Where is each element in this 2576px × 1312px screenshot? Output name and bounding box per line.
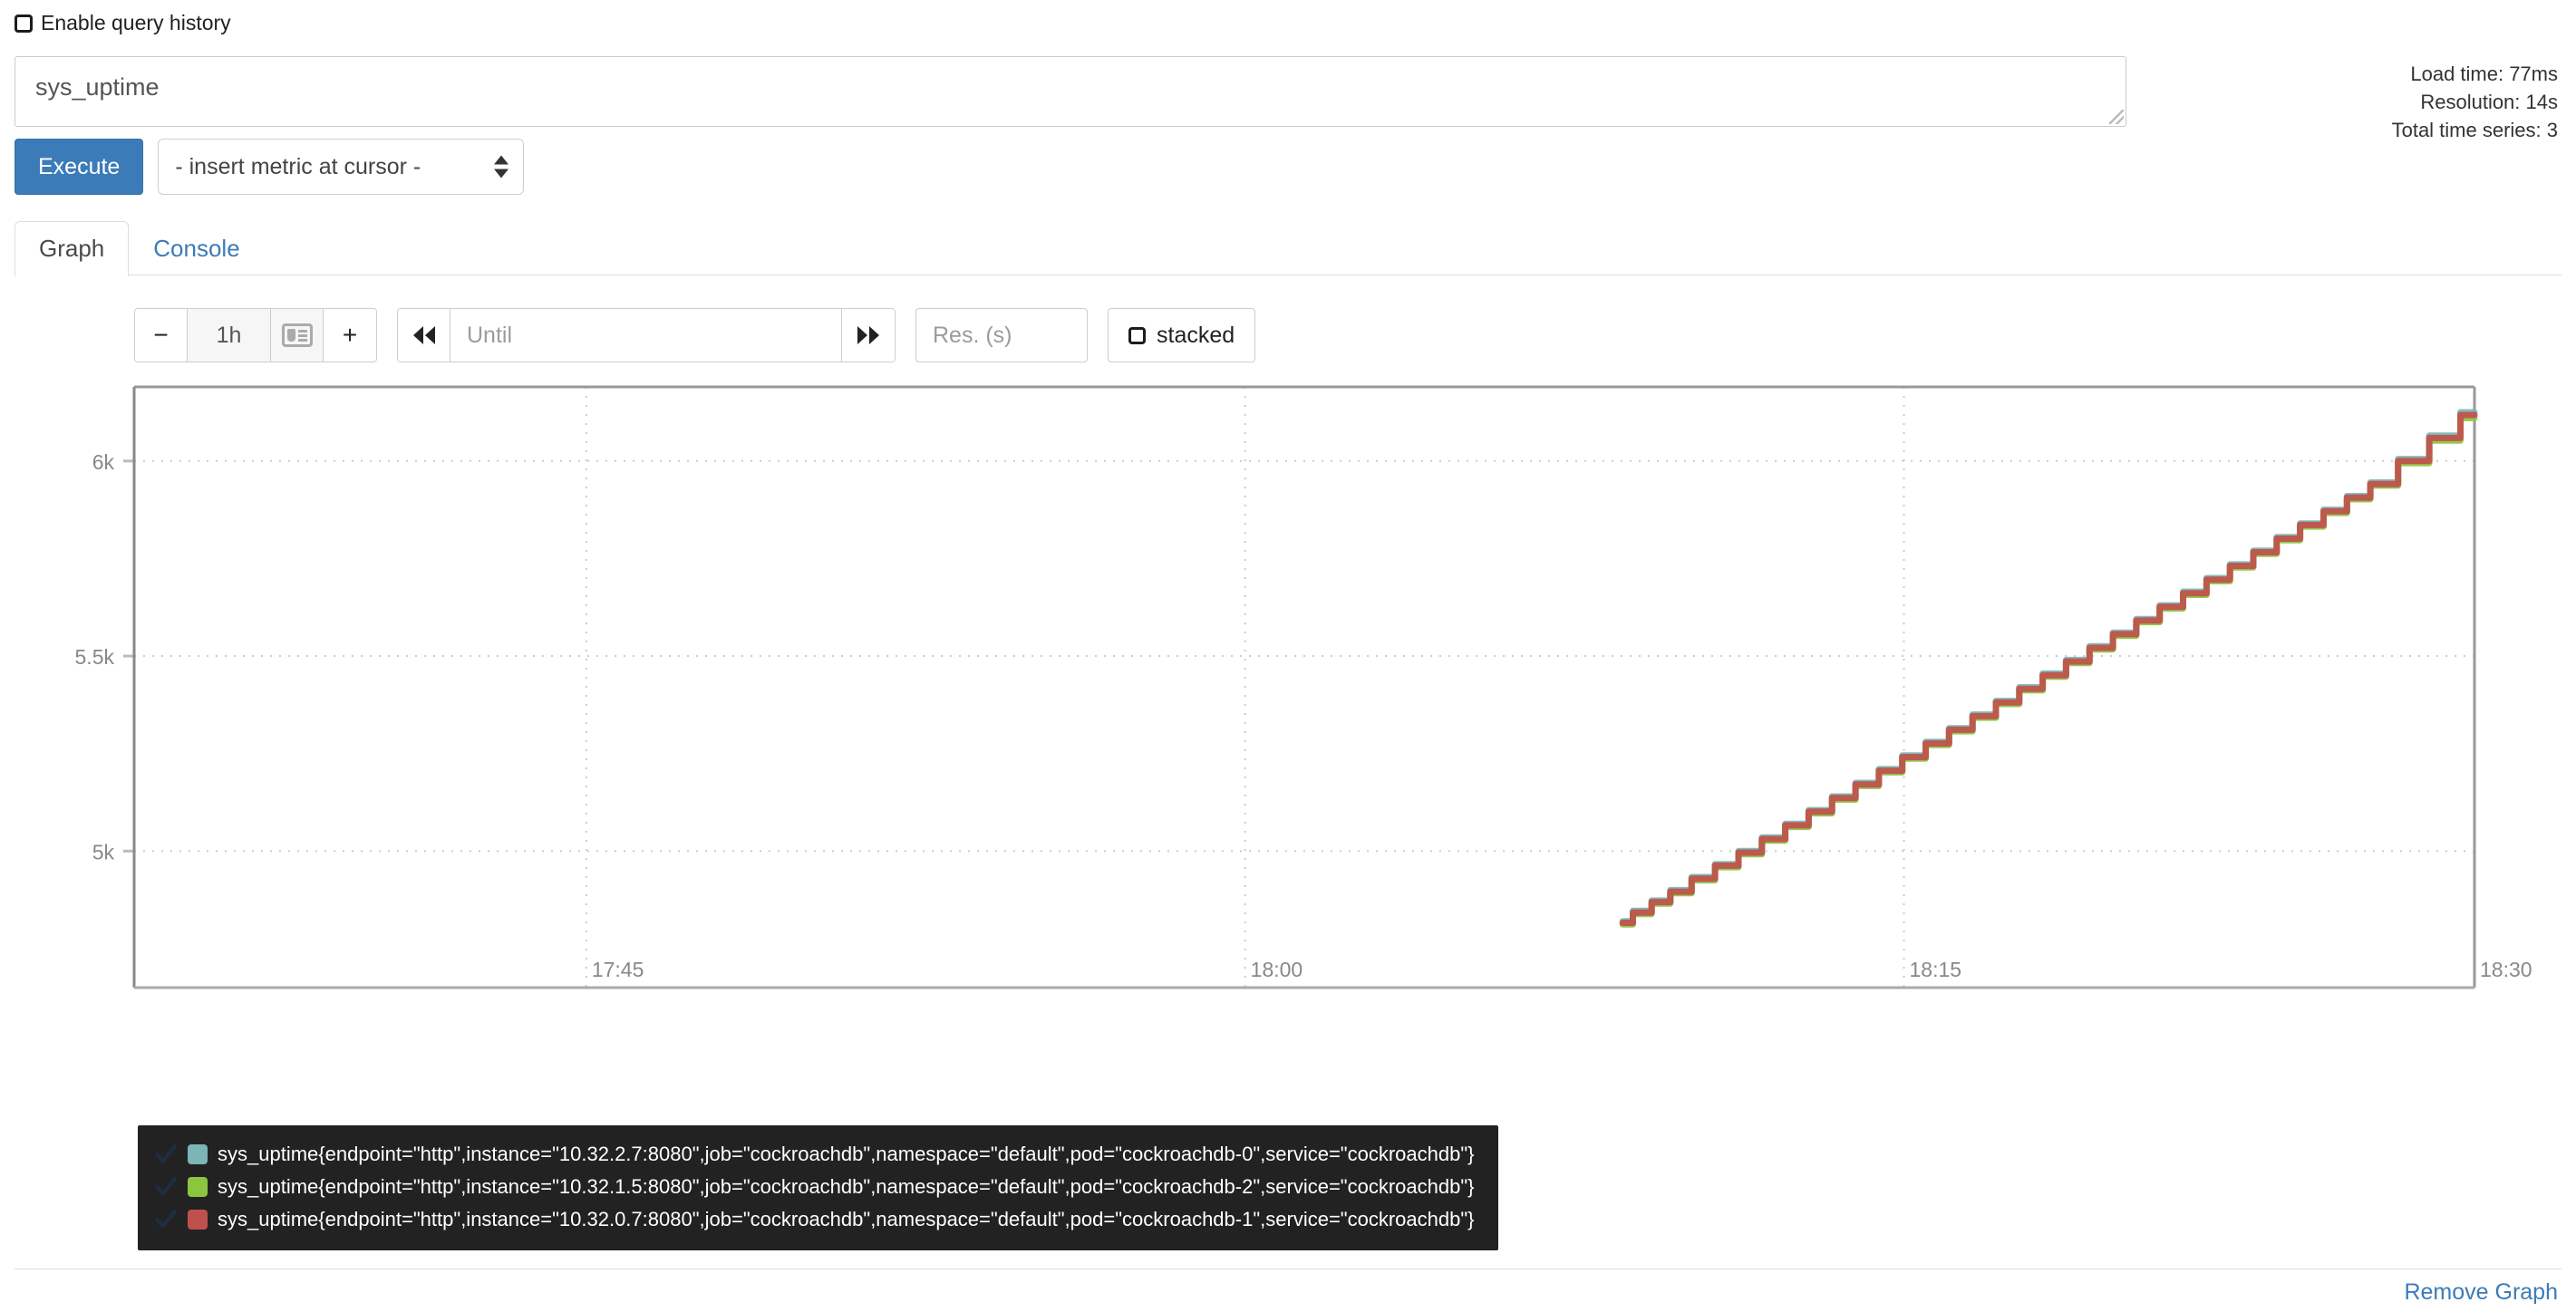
- x-axis-tick-label: 18:15: [1910, 958, 1962, 981]
- query-history-label: Enable query history: [41, 11, 231, 34]
- resolution-input[interactable]: Res. (s): [915, 308, 1088, 362]
- total-series-text: Total time series: 3: [2391, 119, 2558, 142]
- legend-color-swatch: [188, 1144, 208, 1164]
- until-control-group: Until: [397, 308, 896, 362]
- series-line-2: [1619, 411, 2478, 926]
- graph-controls-toolbar: − 1h + Until: [134, 308, 1256, 362]
- series-line-0: [1619, 409, 2478, 925]
- execute-row: Execute - insert metric at cursor -: [15, 139, 525, 195]
- y-axis-tick-label: 5.5k: [75, 645, 115, 669]
- view-tabs: Graph Console: [15, 220, 265, 276]
- until-input[interactable]: Until: [450, 309, 842, 362]
- x-axis-tick-label: 18:30: [2480, 958, 2532, 981]
- stacked-toggle[interactable]: stacked: [1108, 308, 1256, 362]
- step-forward-icon[interactable]: [842, 309, 895, 362]
- legend-check-icon[interactable]: [154, 1175, 178, 1199]
- expression-input[interactable]: [15, 56, 2126, 127]
- y-axis-tick-label: 6k: [92, 450, 115, 474]
- legend-check-icon[interactable]: [154, 1143, 178, 1166]
- query-stats: Load time: 77ms Resolution: 14s Total ti…: [2392, 60, 2558, 145]
- range-increase-button[interactable]: +: [324, 309, 376, 362]
- step-backward-icon[interactable]: [398, 309, 450, 362]
- execute-button[interactable]: Execute: [15, 139, 144, 195]
- range-calendar-button[interactable]: [271, 309, 324, 362]
- range-control-group: − 1h +: [134, 308, 377, 362]
- legend-item[interactable]: sys_uptime{endpoint="http",instance="10.…: [154, 1171, 1475, 1203]
- tab-console[interactable]: Console: [153, 235, 240, 262]
- legend-color-swatch: [188, 1210, 208, 1230]
- legend-item[interactable]: sys_uptime{endpoint="http",instance="10.…: [154, 1138, 1475, 1171]
- load-time-text: Load time: 77ms: [2410, 63, 2558, 85]
- legend-item[interactable]: sys_uptime{endpoint="http",instance="10.…: [154, 1203, 1475, 1236]
- x-axis-tick-label: 17:45: [592, 958, 644, 981]
- legend-series-name: sys_uptime{endpoint="http",instance="10.…: [218, 1143, 1475, 1165]
- legend-color-swatch: [188, 1177, 208, 1197]
- legend-check-icon[interactable]: [154, 1208, 178, 1231]
- insert-metric-select-value: - insert metric at cursor -: [175, 153, 421, 179]
- x-axis-tick-label: 18:00: [1251, 958, 1303, 981]
- range-value[interactable]: 1h: [188, 309, 271, 362]
- resolution-text: Resolution: 14s: [2420, 91, 2558, 114]
- graph-legend: sys_uptime{endpoint="http",instance="10.…: [138, 1125, 1498, 1250]
- legend-series-name: sys_uptime{endpoint="http",instance="10.…: [218, 1175, 1475, 1198]
- stacked-checkbox-icon[interactable]: [1128, 326, 1146, 344]
- tab-graph[interactable]: Graph: [15, 221, 130, 276]
- chevron-updown-icon: [494, 155, 509, 178]
- range-decrease-button[interactable]: −: [135, 309, 188, 362]
- id-card-icon: [281, 323, 313, 347]
- y-axis-tick-label: 5k: [92, 840, 115, 863]
- remove-graph-link[interactable]: Remove Graph: [2404, 1279, 2558, 1305]
- legend-series-name: sys_uptime{endpoint="http",instance="10.…: [218, 1208, 1475, 1230]
- enable-query-history-toggle[interactable]: Enable query history: [15, 13, 231, 34]
- insert-metric-select[interactable]: - insert metric at cursor -: [158, 139, 525, 195]
- stacked-label: stacked: [1157, 322, 1235, 348]
- graph-canvas[interactable]: 5k 5.5k 6k 17:45 18:00 18:15 18:30: [0, 379, 2576, 1095]
- graph-svg: 5k 5.5k 6k 17:45 18:00 18:15 18:30: [75, 385, 2532, 989]
- query-history-checkbox-icon[interactable]: [15, 14, 33, 33]
- expression-input-wrapper: [15, 56, 2126, 127]
